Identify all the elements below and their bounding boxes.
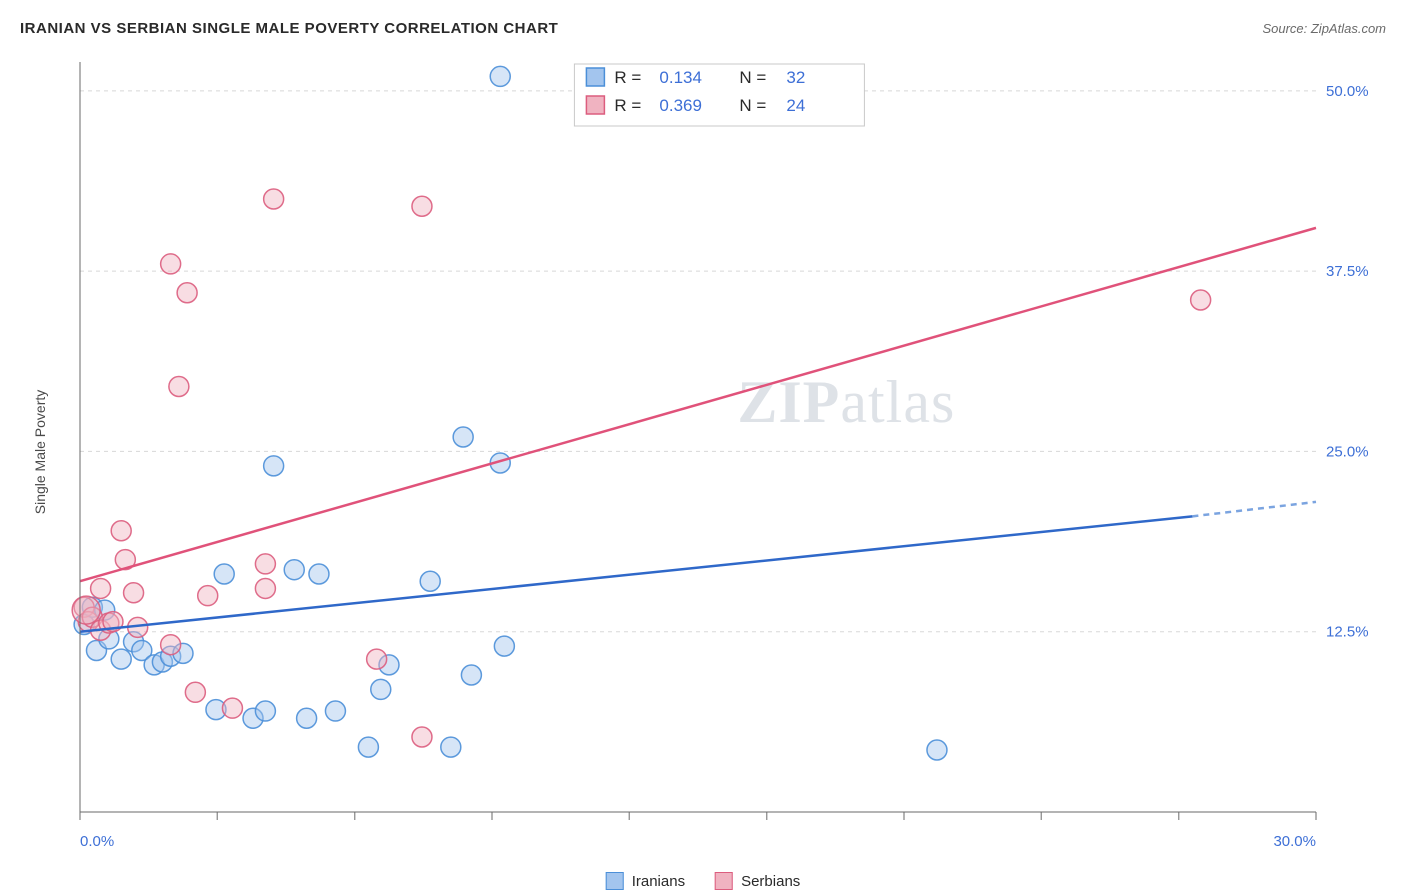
- trend-line-serbians: [80, 228, 1316, 581]
- x-tick-label: 30.0%: [1273, 833, 1316, 850]
- chart-title: IRANIAN VS SERBIAN SINGLE MALE POVERTY C…: [20, 20, 558, 37]
- data-point: [358, 737, 378, 757]
- data-point: [255, 578, 275, 598]
- stats-n-value: 32: [786, 68, 805, 87]
- data-point: [255, 554, 275, 574]
- data-point: [255, 701, 275, 721]
- data-point: [412, 727, 432, 747]
- data-point: [185, 682, 205, 702]
- stats-r-value: 0.134: [659, 68, 702, 87]
- scatter-chart: ZIPatlas 0.0% 30.0% 12.5% 25.0% 37.5% 50.0% Sin…: [20, 50, 1386, 872]
- watermark: ZIPatlas: [737, 369, 955, 435]
- data-point: [297, 708, 317, 728]
- data-point: [309, 564, 329, 584]
- data-point: [161, 254, 181, 274]
- chart-header: IRANIAN VS SERBIAN SINGLE MALE POVERTY C…: [20, 20, 1386, 37]
- stats-n-value: 24: [786, 96, 805, 115]
- y-axis-title: Single Male Poverty: [32, 390, 48, 515]
- data-point: [420, 571, 440, 591]
- data-point: [198, 586, 218, 606]
- legend: Iranians Serbians: [606, 872, 801, 890]
- data-point: [367, 649, 387, 669]
- data-point: [111, 649, 131, 669]
- data-point: [371, 679, 391, 699]
- data-point: [490, 66, 510, 86]
- stats-r-label: R =: [614, 96, 641, 115]
- data-point: [91, 578, 111, 598]
- data-point: [461, 665, 481, 685]
- data-point: [222, 698, 242, 718]
- stats-swatch: [586, 68, 604, 86]
- data-point: [325, 701, 345, 721]
- data-point: [927, 740, 947, 760]
- data-point: [1191, 290, 1211, 310]
- data-point: [441, 737, 461, 757]
- y-tick-label: 25.0%: [1326, 443, 1369, 460]
- data-point: [264, 456, 284, 476]
- chart-area: ZIPatlas 0.0% 30.0% 12.5% 25.0% 37.5% 50.0% Sin…: [20, 50, 1386, 872]
- y-tick-label: 12.5%: [1326, 624, 1369, 641]
- data-point: [412, 196, 432, 216]
- data-point: [264, 189, 284, 209]
- data-point: [124, 583, 144, 603]
- legend-label: Serbians: [741, 873, 800, 890]
- legend-item: Iranians: [606, 872, 685, 890]
- data-point: [177, 283, 197, 303]
- data-point: [169, 377, 189, 397]
- data-point: [453, 427, 473, 447]
- stats-r-value: 0.369: [659, 96, 702, 115]
- legend-label: Iranians: [632, 873, 685, 890]
- x-tick-label: 0.0%: [80, 833, 114, 850]
- data-point: [214, 564, 234, 584]
- y-tick-label: 37.5%: [1326, 263, 1369, 280]
- data-point: [72, 596, 100, 624]
- stats-n-label: N =: [739, 68, 766, 87]
- legend-item: Serbians: [715, 872, 800, 890]
- chart-source: Source: ZipAtlas.com: [1262, 21, 1386, 36]
- stats-swatch: [586, 96, 604, 114]
- data-point: [494, 636, 514, 656]
- legend-swatch: [715, 872, 733, 890]
- trend-line-iranians-extrapolated: [1192, 502, 1316, 516]
- data-point: [161, 635, 181, 655]
- data-point: [284, 560, 304, 580]
- legend-swatch: [606, 872, 624, 890]
- stats-n-label: N =: [739, 96, 766, 115]
- y-tick-label: 50.0%: [1326, 83, 1369, 100]
- stats-r-label: R =: [614, 68, 641, 87]
- data-point: [111, 521, 131, 541]
